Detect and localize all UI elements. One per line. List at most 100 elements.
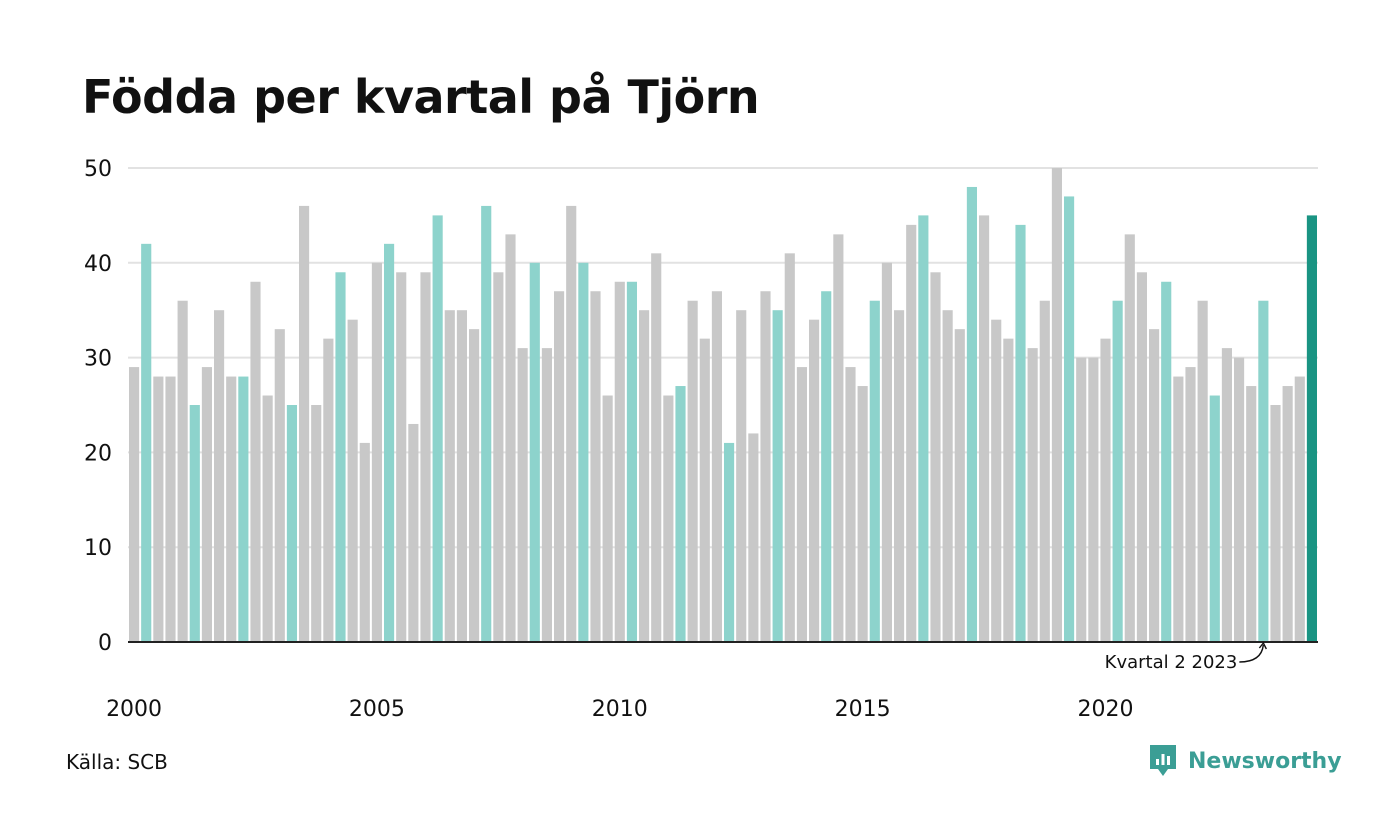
- bar: [906, 224, 917, 642]
- bar: [1161, 281, 1172, 642]
- bar: [614, 281, 625, 642]
- bar: [165, 376, 176, 642]
- y-tick-label: 40: [84, 252, 112, 277]
- bar: [1258, 300, 1269, 642]
- bar: [821, 291, 832, 642]
- bar: [517, 348, 528, 642]
- bar: [1221, 348, 1232, 642]
- bar: [250, 281, 261, 642]
- bar: [286, 405, 297, 642]
- bar: [481, 205, 492, 643]
- bar: [384, 243, 395, 642]
- bar: [153, 376, 164, 642]
- bar: [335, 272, 346, 642]
- x-axis-ticks: 2000 2005 2010 2015 2020: [106, 697, 1133, 722]
- bar: [1100, 338, 1111, 642]
- bar: [894, 310, 905, 642]
- bar: [1306, 215, 1317, 642]
- annotation-label: Kvartal 2 2023: [1105, 652, 1238, 673]
- bar: [687, 300, 698, 642]
- bar: [724, 442, 735, 642]
- bar: [590, 291, 601, 642]
- y-tick-label: 50: [84, 157, 112, 182]
- bar: [784, 253, 795, 642]
- bar: [347, 319, 358, 642]
- bar: [238, 376, 249, 642]
- bar: [262, 395, 273, 642]
- bar: [469, 329, 480, 642]
- bar: [760, 291, 771, 642]
- bar: [857, 386, 868, 642]
- newsworthy-logo-icon: [1150, 745, 1176, 776]
- bar: [626, 281, 637, 642]
- bar: [1282, 386, 1293, 642]
- bar: [942, 310, 953, 642]
- bar: [869, 300, 880, 642]
- bar: [1270, 405, 1281, 642]
- bar: [214, 310, 225, 642]
- bar: [881, 262, 892, 642]
- bar: [1027, 348, 1038, 642]
- bar: [639, 310, 650, 642]
- bar: [1064, 196, 1075, 642]
- bar: [651, 253, 662, 642]
- bar: [505, 234, 516, 643]
- chart-title: Födda per kvartal på Tjörn: [82, 70, 760, 124]
- bar: [566, 205, 577, 643]
- bar: [772, 310, 783, 642]
- y-tick-label: 20: [84, 441, 112, 466]
- y-tick-label: 10: [84, 536, 112, 561]
- bar: [432, 215, 443, 642]
- bar: [311, 405, 322, 642]
- bar: [991, 319, 1002, 642]
- bar: [359, 442, 370, 642]
- bar: [201, 367, 212, 642]
- bar: [711, 291, 722, 642]
- bar: [602, 395, 613, 642]
- x-tick-label: 2010: [592, 697, 648, 722]
- bar: [129, 367, 140, 642]
- bar: [918, 215, 929, 642]
- bar: [663, 395, 674, 642]
- bar: [1185, 367, 1196, 642]
- x-tick-label: 2005: [349, 697, 405, 722]
- bars: [129, 168, 1317, 643]
- bar: [493, 272, 504, 642]
- bar: [845, 367, 856, 642]
- bar: [541, 348, 552, 642]
- bar: [1015, 224, 1026, 642]
- bar: [736, 310, 747, 642]
- bar: [833, 234, 844, 643]
- bar: [699, 338, 710, 642]
- bar: [1149, 329, 1160, 642]
- bar: [274, 329, 285, 642]
- bar: [796, 367, 807, 642]
- bar: [1039, 300, 1050, 642]
- bar: [323, 338, 334, 642]
- bar: [189, 405, 200, 642]
- bar: [1136, 272, 1147, 642]
- x-tick-label: 2020: [1078, 697, 1134, 722]
- bar: [420, 272, 431, 642]
- bar: [1124, 234, 1135, 643]
- bar: [456, 310, 467, 642]
- bar: [1234, 357, 1245, 642]
- bar: [1197, 300, 1208, 642]
- y-tick-label: 0: [98, 631, 112, 656]
- source-label: Källa: SCB: [66, 750, 168, 774]
- x-tick-label: 2015: [835, 697, 891, 722]
- bar: [177, 300, 188, 642]
- bar: [578, 262, 589, 642]
- annotation-arrowhead: [1258, 641, 1267, 650]
- bar: [1003, 338, 1014, 642]
- annotation-arrow: [1239, 644, 1265, 663]
- bar: [141, 243, 152, 642]
- bar: [1112, 300, 1123, 642]
- bar: [529, 262, 540, 642]
- y-tick-label: 30: [84, 347, 112, 372]
- bar: [930, 272, 941, 642]
- bar: [966, 186, 977, 642]
- bar: [444, 310, 455, 642]
- bar: [371, 262, 382, 642]
